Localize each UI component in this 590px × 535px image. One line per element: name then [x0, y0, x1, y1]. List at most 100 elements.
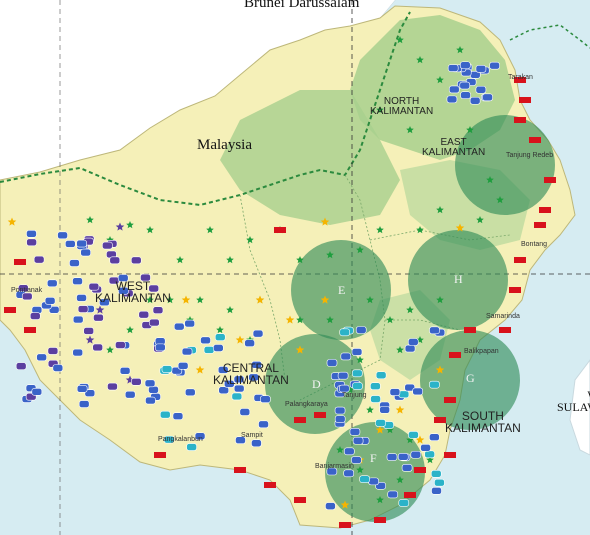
city-label-tanjung-redeb: Tanjung Redeb: [506, 152, 554, 159]
site-badge-icon: [177, 362, 189, 370]
site-badge-icon: [252, 329, 264, 338]
site-badge-icon: [459, 61, 471, 70]
province-label-east-kalimantan: EAST KALIMANTAN: [422, 137, 486, 158]
site-badge-icon: [80, 248, 91, 257]
site-badge-icon: [130, 256, 142, 265]
site-badge-icon: [387, 490, 399, 499]
zone-circle-e: [291, 240, 391, 340]
site-star-icon: [426, 456, 434, 464]
site-badge-icon: [424, 450, 435, 459]
site-star-icon: [226, 256, 234, 264]
site-star-icon: [320, 217, 330, 226]
site-star-icon: [406, 436, 414, 444]
site-flag-icon: [14, 259, 26, 265]
site-badge-icon: [359, 475, 370, 483]
zone-label-e: E: [338, 283, 346, 297]
site-star-icon: [336, 446, 344, 454]
site-badge-icon: [370, 395, 381, 403]
site-badge-icon: [407, 338, 419, 346]
site-badge-icon: [429, 326, 440, 335]
site-badge-icon: [260, 395, 271, 403]
site-flag-icon: [509, 287, 521, 293]
site-badge-icon: [375, 419, 386, 427]
site-star-icon: [436, 76, 444, 84]
site-badge-icon: [339, 328, 351, 337]
site-badge-icon: [408, 431, 419, 439]
site-flag-icon: [544, 177, 556, 183]
site-star-icon: [181, 295, 191, 304]
site-badge-icon: [386, 453, 398, 461]
site-badge-icon: [21, 292, 33, 301]
site-badge-icon: [26, 229, 37, 238]
site-star-icon: [396, 346, 404, 354]
site-star-icon: [255, 295, 265, 304]
site-star-icon: [406, 306, 414, 314]
site-star-icon: [476, 216, 484, 224]
site-badge-icon: [244, 339, 255, 347]
site-star-icon: [7, 217, 17, 226]
site-badge-icon: [337, 371, 349, 380]
site-star-icon: [366, 296, 374, 304]
site-star-icon: [196, 296, 204, 304]
site-badge-icon: [460, 91, 471, 99]
site-badge-icon: [338, 384, 350, 393]
zone-label-h: H: [454, 272, 463, 286]
site-star-icon: [416, 226, 424, 234]
site-badge-icon: [72, 348, 84, 357]
site-badge-icon: [99, 298, 110, 307]
site-badge-icon: [233, 375, 245, 384]
site-star-icon: [366, 406, 374, 414]
site-badge-icon: [155, 343, 166, 352]
site-badge-icon: [148, 284, 160, 293]
site-flag-icon: [274, 227, 286, 233]
site-badge-icon: [52, 364, 64, 372]
site-badge-icon: [102, 241, 113, 250]
site-badge-icon: [326, 467, 338, 476]
site-badge-icon: [117, 274, 129, 282]
site-badge-icon: [469, 96, 481, 105]
site-badge-icon: [404, 383, 416, 392]
site-badge-icon: [76, 294, 87, 302]
province-label-west-kalimantan: WEST KALIMANTAN: [95, 279, 171, 305]
city-label-tarakan: Tarakan: [508, 74, 533, 81]
site-star-icon: [146, 226, 154, 234]
site-badge-icon: [251, 360, 262, 369]
site-star-icon: [125, 375, 135, 384]
site-flag-icon: [4, 307, 16, 313]
site-star-icon: [395, 405, 405, 414]
site-star-icon: [95, 305, 105, 314]
site-flag-icon: [464, 327, 476, 333]
site-star-icon: [435, 365, 445, 374]
site-badge-icon: [72, 315, 84, 324]
site-badge-icon: [389, 388, 401, 396]
forest-north: [350, 15, 515, 160]
zone-label-d: D: [312, 377, 321, 391]
site-badge-icon: [429, 433, 440, 442]
site-star-icon: [146, 296, 154, 304]
site-badge-icon: [334, 415, 346, 423]
maritime-border: [509, 24, 590, 49]
city-label-palangkaraya: Palangkaraya: [285, 401, 328, 408]
site-badge-icon: [412, 387, 423, 396]
site-star-icon: [455, 223, 465, 232]
site-badge-icon: [448, 85, 460, 94]
site-badge-icon: [173, 322, 185, 331]
city-label-bontang: Bontang: [521, 241, 548, 248]
site-badge-icon: [370, 382, 381, 391]
site-badge-icon: [29, 312, 41, 320]
site-star-icon: [356, 246, 364, 254]
site-badge-icon: [482, 93, 493, 102]
site-badge-icon: [181, 347, 193, 356]
site-badge-icon: [159, 410, 171, 419]
site-flag-icon: [539, 207, 551, 213]
site-badge-icon: [459, 81, 471, 90]
site-badge-icon: [352, 382, 363, 390]
site-badge-icon: [78, 400, 90, 408]
site-star-icon: [356, 356, 364, 364]
forest-central: [220, 90, 400, 225]
site-badge-icon: [76, 385, 88, 393]
site-star-icon: [246, 236, 254, 244]
site-flag-icon: [374, 517, 386, 523]
site-badge-icon: [239, 408, 251, 416]
site-badge-icon: [163, 435, 175, 444]
